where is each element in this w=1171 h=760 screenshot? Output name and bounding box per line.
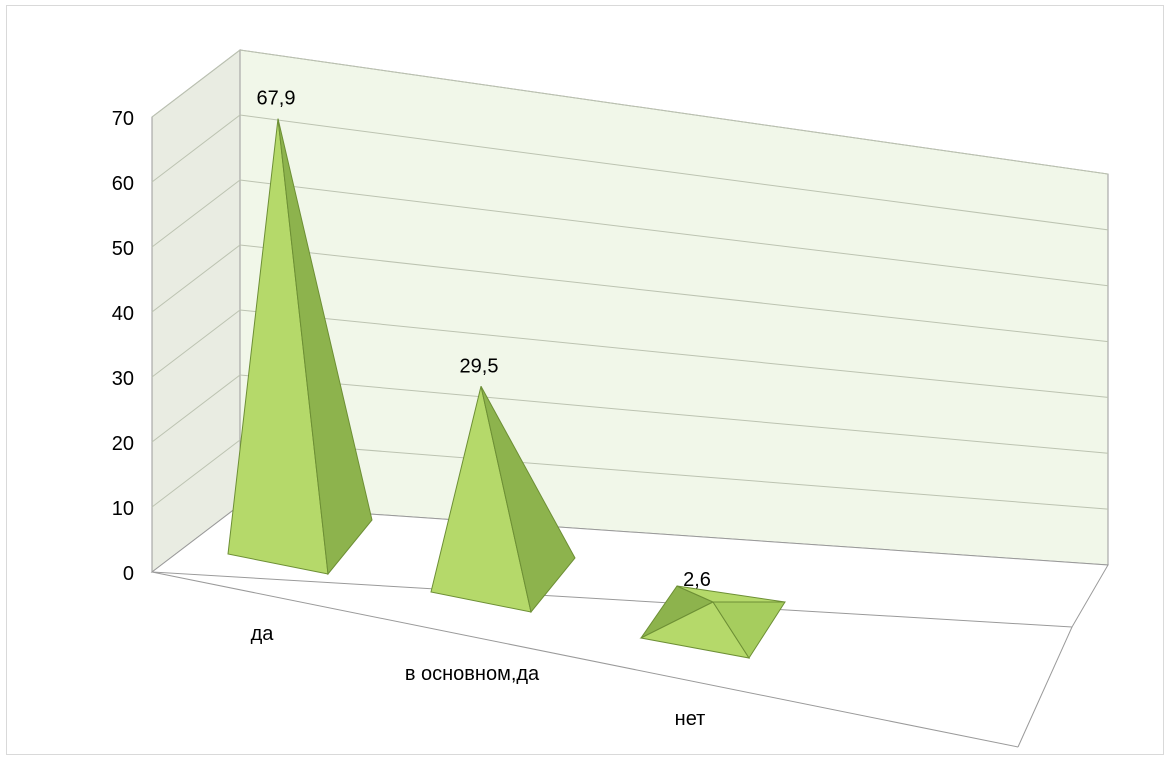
category-label: в основном,да [405, 663, 540, 685]
pyramid-back-face [676, 585, 786, 603]
y-tick-label: 70 [112, 108, 134, 130]
side-gridline [151, 374, 241, 443]
floor-edge [1017, 626, 1073, 748]
data-label: 67,9 [257, 88, 296, 110]
back-gridline [239, 374, 1109, 454]
y-tick-label: 0 [123, 563, 134, 585]
side-gridline [151, 309, 241, 378]
pyramid-side-face [277, 118, 373, 576]
side-gridline [151, 244, 241, 313]
pyramid-bar [639, 585, 786, 659]
back-gridline [239, 439, 1109, 510]
pyramid-bar [430, 386, 576, 614]
back-gridline [239, 244, 1109, 343]
side-gridline [151, 49, 241, 118]
side-gridline [151, 114, 241, 183]
chart-walls [150, 48, 1109, 748]
pyramid-bar [227, 118, 373, 576]
y-tick-label: 60 [112, 173, 134, 195]
side-gridline [151, 179, 241, 248]
floor-front-edge [151, 571, 1019, 748]
data-label: 2,6 [683, 569, 711, 591]
y-tick-label: 30 [112, 368, 134, 390]
back-wall [239, 49, 1109, 566]
back-gridline [239, 114, 1109, 231]
data-label: 29,5 [460, 355, 499, 377]
side-gridline [151, 439, 241, 508]
category-labels: да в основном,да нет [251, 623, 706, 730]
side-wall [151, 48, 241, 574]
category-label: нет [675, 708, 706, 730]
gridlines [151, 49, 1109, 510]
y-tick-label: 20 [112, 433, 134, 455]
pyramid-bars [227, 118, 786, 659]
back-gridline [239, 309, 1109, 398]
y-axis-tick-labels: 0 10 20 30 40 50 60 70 [112, 108, 134, 585]
y-tick-label: 40 [112, 303, 134, 325]
back-gridline [239, 179, 1109, 287]
category-label: да [251, 623, 275, 645]
back-gridline [239, 49, 1109, 175]
data-labels: 67,9 29,5 2,6 [257, 88, 711, 591]
y-tick-label: 10 [112, 498, 134, 520]
pyramid-side-face [480, 386, 576, 614]
y-tick-label: 50 [112, 238, 134, 260]
